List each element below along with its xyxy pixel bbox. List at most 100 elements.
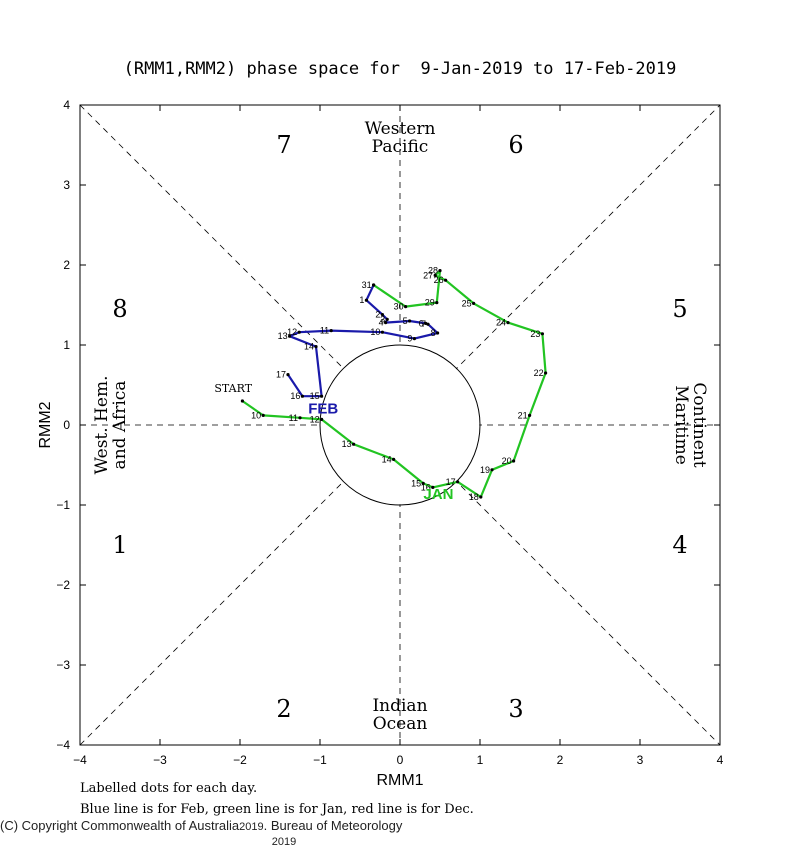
day-point	[261, 413, 265, 417]
day-label: 10	[251, 410, 261, 420]
day-label: 15	[310, 391, 320, 401]
phase-number-5: 5	[672, 295, 687, 323]
start-label: START	[214, 382, 252, 395]
region-label-maritime-continent: Continent	[689, 382, 709, 467]
x-tick-labels: −4 −3 −2 −1 0 1 2 3 4	[73, 753, 724, 767]
day-point	[435, 301, 439, 305]
day-point	[380, 330, 384, 334]
copyright-bureau: . Bureau of Meteorology	[264, 818, 403, 833]
day-point	[385, 317, 389, 321]
copyright-owner: (C) Copyright Commonwealth of Australia	[0, 818, 240, 833]
month-label-jan: JAN	[423, 486, 453, 503]
day-label: 12	[310, 414, 320, 424]
day-point	[436, 331, 440, 335]
day-point	[352, 442, 356, 446]
region-label-indian-ocean: Ocean	[373, 714, 428, 734]
day-label: 17	[276, 370, 286, 380]
day-point	[479, 495, 483, 499]
x-tick-label: 2	[557, 753, 564, 767]
day-label: 14	[382, 454, 392, 464]
day-label: 2	[375, 310, 380, 320]
region-label-western-pacific: Pacific	[372, 137, 429, 157]
day-point	[404, 305, 408, 309]
day-label: 31	[362, 280, 372, 290]
x-tick-label: 3	[637, 753, 644, 767]
day-label: 20	[502, 456, 512, 466]
day-point	[511, 459, 516, 463]
day-label: 3	[380, 314, 385, 324]
day-point	[431, 485, 435, 489]
y-tick-label: 2	[63, 258, 70, 272]
day-label: 21	[518, 410, 528, 420]
region-label-maritime-continent: Maritime	[671, 385, 691, 465]
day-point	[329, 329, 333, 333]
day-label: 22	[534, 368, 544, 378]
day-point	[444, 278, 448, 282]
day-label: 30	[394, 302, 404, 312]
footer-color-note: Blue line is for Feb, green line is for …	[80, 802, 474, 817]
day-label: 23	[530, 329, 540, 339]
phase-number-1: 1	[112, 531, 127, 559]
y-tick-label: −1	[56, 498, 70, 512]
day-label: 13	[278, 331, 288, 341]
day-label: 12	[287, 327, 297, 337]
day-label: 1	[359, 295, 364, 305]
day-label: 24	[496, 318, 506, 328]
x-tick-label: −1	[313, 753, 327, 767]
day-label: 15	[411, 478, 421, 488]
day-label: 10	[370, 327, 380, 337]
y-tick-label: 1	[63, 338, 70, 352]
day-label: 8	[431, 328, 436, 338]
y-tick-label: −4	[56, 738, 70, 752]
day-point	[300, 394, 304, 398]
region-label-west-hem-africa: and Africa	[110, 381, 130, 470]
footer-dots-note: Labelled dots for each day.	[80, 781, 257, 796]
copyright-year-below: 2019	[272, 836, 296, 848]
y-tick-label: −2	[56, 578, 70, 592]
day-label: 26	[434, 275, 444, 285]
phase-number-2: 2	[276, 695, 291, 723]
day-label: 19	[480, 465, 490, 475]
day-point	[433, 273, 437, 277]
phase-number-6: 6	[508, 131, 523, 159]
day-point	[408, 319, 412, 323]
day-point	[472, 301, 476, 305]
day-label: 13	[342, 439, 352, 449]
day-label: 11	[289, 413, 298, 423]
day-label: 16	[421, 482, 431, 492]
day-point	[490, 468, 494, 472]
day-point	[421, 481, 425, 485]
y-tick-label: −3	[56, 658, 70, 672]
day-point	[288, 334, 292, 338]
day-point	[320, 417, 324, 421]
day-point	[240, 399, 244, 403]
x-axis-label: RMM1	[376, 772, 423, 789]
phase-boundaries	[79, 104, 721, 746]
day-point	[438, 269, 442, 273]
day-label: 9	[407, 334, 412, 344]
day-point	[392, 457, 396, 461]
unit-circle-mask	[320, 345, 480, 505]
day-label: 28	[428, 266, 438, 276]
month-labels: JAN FEB	[308, 400, 453, 503]
x-tick-label: 4	[717, 753, 724, 767]
day-label: 16	[290, 391, 300, 401]
day-point	[506, 321, 510, 325]
month-label-feb: FEB	[308, 400, 338, 417]
y-tick-labels: −4 −3 −2 −1 0 1 2 3 4	[56, 98, 70, 752]
day-point	[412, 337, 416, 341]
x-tick-label: 1	[477, 753, 484, 767]
copyright-text: (C) Copyright Commonwealth of Australia2…	[0, 818, 403, 833]
day-point	[364, 298, 368, 302]
y-axis-label: RMM2	[37, 401, 54, 448]
phase-number-8: 8	[112, 295, 127, 323]
x-tick-label: −4	[73, 753, 87, 767]
day-point	[540, 332, 545, 336]
phase-number-3: 3	[508, 695, 523, 723]
day-point	[320, 394, 324, 398]
x-tick-label: 0	[397, 753, 404, 767]
day-point	[544, 371, 548, 375]
